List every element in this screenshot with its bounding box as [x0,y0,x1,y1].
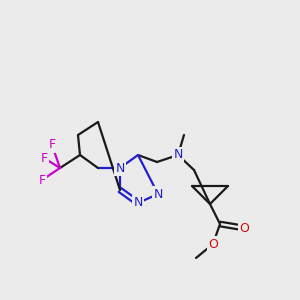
Text: O: O [208,238,218,250]
Text: F: F [40,152,48,164]
Text: O: O [239,221,249,235]
Text: N: N [115,161,125,175]
Text: F: F [38,173,46,187]
Text: N: N [153,188,163,200]
Text: N: N [133,196,143,209]
Text: N: N [173,148,183,161]
Text: F: F [48,139,56,152]
